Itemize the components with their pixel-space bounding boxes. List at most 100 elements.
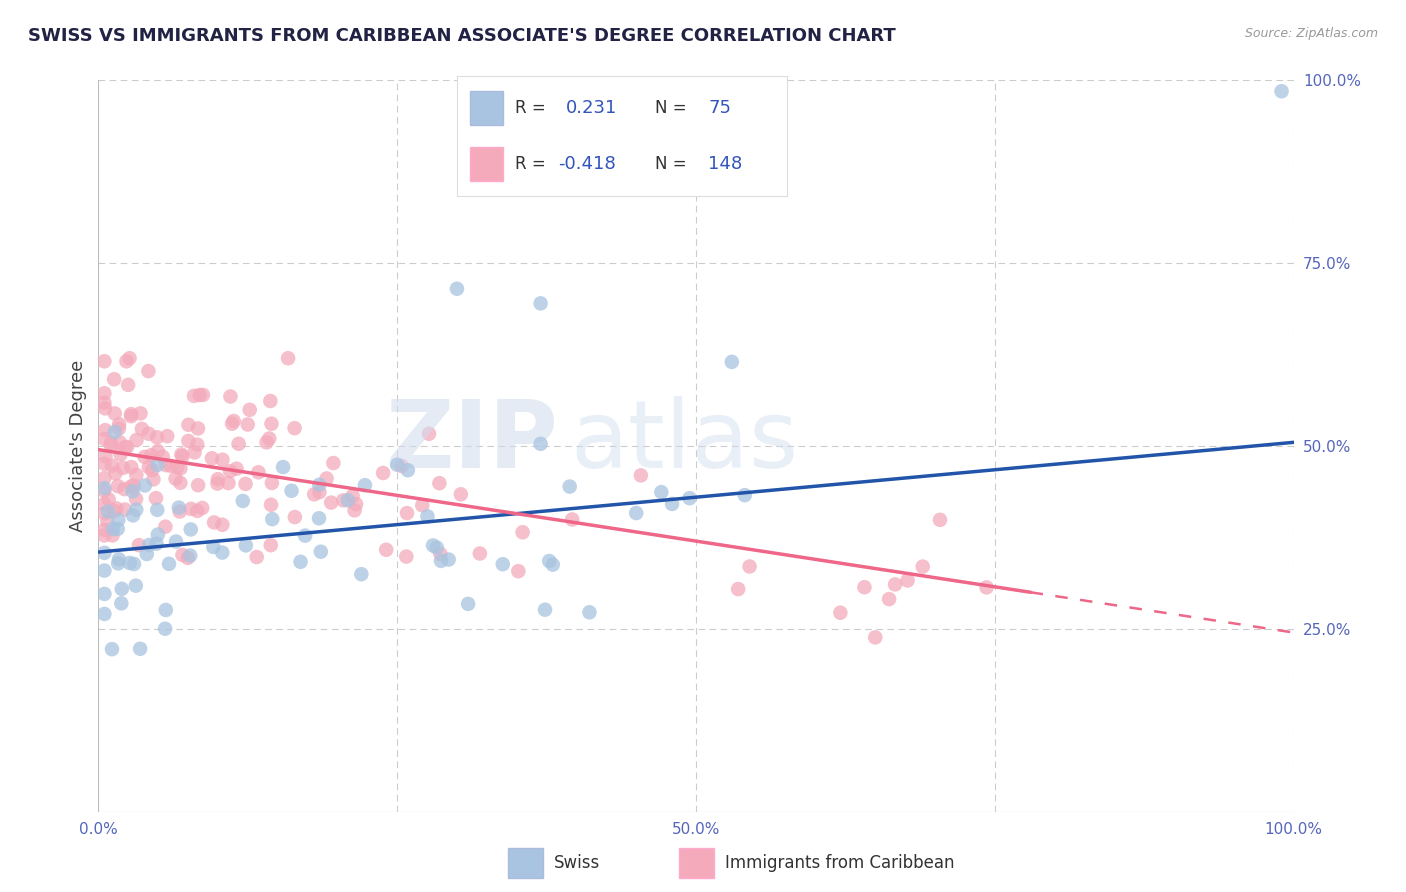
Point <box>180 523 202 537</box>
Point <box>260 498 283 512</box>
Point <box>101 642 124 657</box>
Point <box>93 528 115 542</box>
Point <box>153 622 176 636</box>
Point <box>125 579 148 593</box>
Point <box>342 489 364 503</box>
Point <box>122 478 145 492</box>
Text: N =: N = <box>655 99 686 118</box>
Point <box>120 479 142 493</box>
Point <box>385 458 409 472</box>
Point <box>332 493 354 508</box>
Point <box>315 471 337 485</box>
FancyBboxPatch shape <box>470 92 503 125</box>
Point <box>430 554 453 568</box>
FancyBboxPatch shape <box>679 848 714 878</box>
Point <box>225 461 247 475</box>
Point <box>450 487 472 501</box>
Point <box>145 536 167 550</box>
Point <box>93 395 115 409</box>
Point <box>257 432 280 446</box>
Point <box>166 460 188 475</box>
Point <box>259 394 281 409</box>
Point <box>721 355 744 369</box>
Point <box>129 406 152 420</box>
Point <box>94 449 117 463</box>
Point <box>125 502 148 516</box>
Point <box>177 417 200 432</box>
Point <box>138 460 160 475</box>
Text: -0.418: -0.418 <box>558 154 616 173</box>
Point <box>578 605 600 619</box>
Point <box>492 558 515 572</box>
Point <box>247 465 270 479</box>
Point <box>734 488 756 502</box>
Point <box>911 559 934 574</box>
Point <box>105 501 128 516</box>
Point <box>512 525 534 540</box>
Point <box>191 388 214 402</box>
Point <box>93 471 115 485</box>
Point <box>117 377 139 392</box>
Point <box>186 437 208 451</box>
Point <box>228 436 250 450</box>
Point <box>239 402 262 417</box>
Point <box>271 460 294 475</box>
Point <box>121 484 143 499</box>
Point <box>884 577 907 591</box>
Point <box>322 456 344 470</box>
Point <box>191 500 214 515</box>
Text: 75: 75 <box>709 99 731 118</box>
Point <box>426 541 449 555</box>
Point <box>169 504 191 518</box>
Point <box>107 513 129 527</box>
Point <box>236 417 259 432</box>
Point <box>534 603 557 617</box>
Point <box>125 467 148 482</box>
Point <box>112 482 135 496</box>
Point <box>219 389 242 403</box>
Point <box>202 540 225 554</box>
Point <box>211 545 233 559</box>
Point <box>138 364 160 378</box>
Point <box>422 539 444 553</box>
Point <box>169 461 191 475</box>
Point <box>128 538 150 552</box>
Point <box>111 582 134 596</box>
Point <box>120 409 142 424</box>
Point <box>344 497 367 511</box>
Point <box>418 426 440 441</box>
Point <box>232 494 254 508</box>
Point <box>727 582 749 596</box>
Point <box>630 468 652 483</box>
Point <box>100 439 122 453</box>
Point <box>135 547 157 561</box>
Point <box>104 407 127 421</box>
Point <box>262 512 284 526</box>
Point <box>100 435 122 450</box>
Point <box>167 500 190 515</box>
Point <box>437 552 460 566</box>
Point <box>180 501 202 516</box>
Point <box>375 542 398 557</box>
Point <box>446 282 468 296</box>
Point <box>207 476 229 491</box>
Point <box>650 485 672 500</box>
Point <box>429 476 451 491</box>
Point <box>187 421 209 435</box>
Y-axis label: Associate's Degree: Associate's Degree <box>69 359 87 533</box>
Point <box>122 557 145 571</box>
Point <box>134 450 156 464</box>
Point <box>120 460 142 475</box>
Text: ZIP: ZIP <box>385 396 558 488</box>
Point <box>235 477 257 491</box>
Point <box>172 548 194 562</box>
Point <box>160 458 183 473</box>
FancyBboxPatch shape <box>508 848 543 878</box>
Point <box>541 558 564 572</box>
Point <box>118 351 141 366</box>
Point <box>260 475 283 490</box>
Point <box>396 463 419 477</box>
Point <box>93 457 115 471</box>
Point <box>457 597 479 611</box>
Point <box>138 426 160 441</box>
